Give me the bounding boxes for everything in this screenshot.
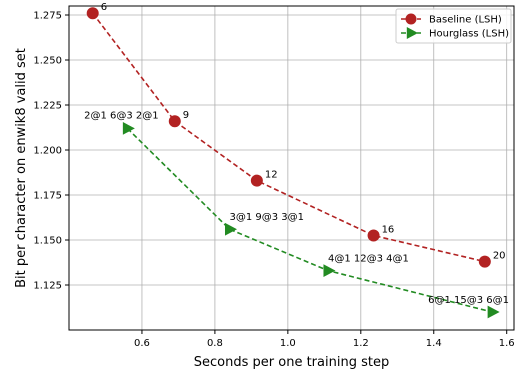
plot-area: 0.6 0.8 1.0 1.2 1.4 1.6 1.1251.1501.1751.2001… [33, 2, 514, 349]
y-axis-label: Bit per character on enwik8 valid set [14, 48, 29, 288]
point-label: 16 [382, 225, 395, 236]
x-axis-label: Seconds per one training step [194, 355, 389, 370]
data-point [122, 122, 135, 135]
y-tick-label: 1.150 [33, 236, 62, 247]
x-tick-label: 1.4 [426, 338, 442, 349]
data-point [487, 305, 500, 319]
point-label: 6@1 15@3 6@1 [428, 295, 509, 306]
x-tick-label: 0.8 [207, 338, 223, 349]
data-point [86, 7, 99, 20]
point-label: 6 [101, 2, 107, 13]
legend-marker [406, 27, 418, 39]
data-point [367, 229, 380, 242]
x-tick-label: 0.6 [134, 338, 150, 349]
grid [69, 6, 514, 330]
legend-label: Baseline (LSH) [429, 15, 502, 26]
plot-frame [68, 5, 515, 331]
legend-box [395, 8, 512, 44]
series-1 [122, 122, 500, 319]
y-tick-label: 1.200 [33, 146, 62, 157]
y-tick-label: 1.250 [33, 56, 62, 67]
series-layer [86, 7, 500, 319]
point-label: 12 [265, 170, 278, 181]
series-line [126, 127, 493, 313]
legend-marker [405, 13, 417, 25]
series-0 [86, 7, 491, 268]
data-point [250, 174, 263, 187]
data-point [224, 222, 237, 236]
y-tick-label: 1.125 [33, 281, 62, 292]
y-tick-label: 1.175 [33, 191, 62, 202]
x-tick-label: 1.0 [280, 338, 296, 349]
legend: Baseline (LSH) Hourglass (LSH) [395, 8, 512, 44]
point-label: 4@1 12@3 4@1 [328, 254, 409, 265]
x-axis-ticks: 0.6 0.8 1.0 1.2 1.4 1.6 [134, 330, 515, 349]
y-tick-label: 1.275 [33, 11, 62, 22]
point-label: 9 [183, 110, 189, 121]
data-point [323, 264, 336, 277]
x-tick-label: 1.2 [353, 338, 369, 349]
series-line [92, 12, 485, 263]
point-label: 2@1 6@3 2@1 [84, 110, 159, 121]
point-label: 3@1 9@3 3@1 [229, 212, 304, 223]
point-label: 20 [493, 251, 506, 262]
data-point [168, 115, 181, 128]
y-axis-ticks: 1.125 1.150 1.175 1.200 1.225 1.250 1.275 [33, 11, 69, 292]
legend-label: Hourglass (LSH) [429, 29, 509, 40]
y-tick-label: 1.225 [33, 101, 62, 112]
point-labels: 6 9 12 16 20 2@1 6@3 2@1 3@1 9@3 3@1 4@1 12@3 4… [84, 2, 509, 306]
data-point [478, 255, 491, 268]
x-tick-label: 1.6 [499, 338, 515, 349]
